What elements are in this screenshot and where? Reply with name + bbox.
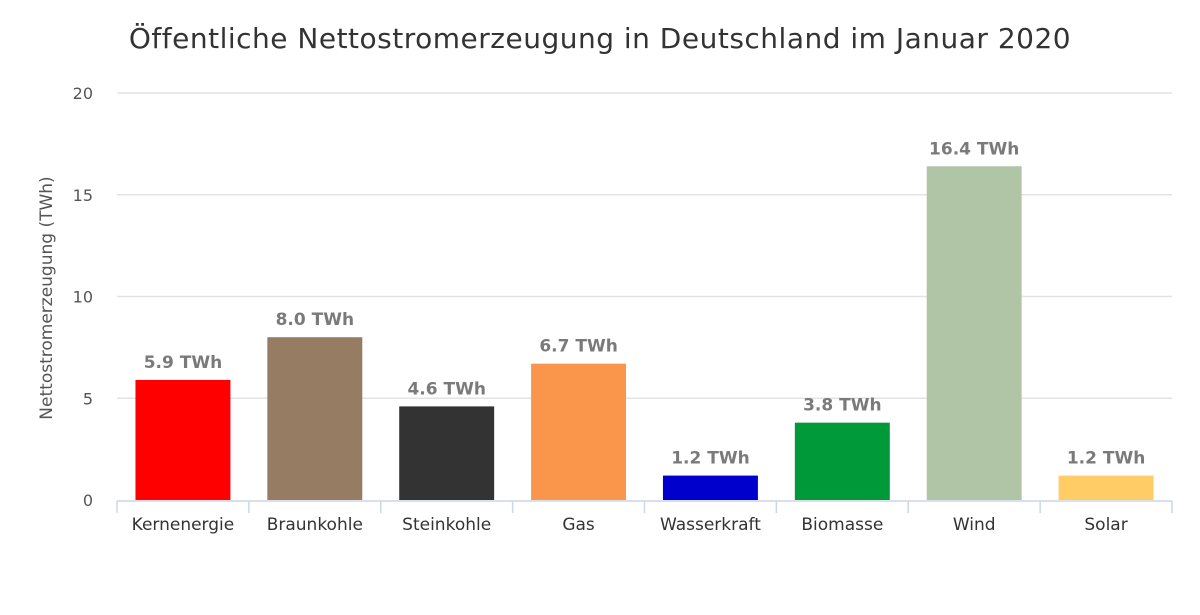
x-tick-label: Steinkohle <box>402 515 491 535</box>
bar-braunkohle <box>267 337 363 500</box>
data-label: 16.4 TWh <box>929 139 1019 159</box>
x-tick-label: Wind <box>953 515 996 535</box>
data-label: 5.9 TWh <box>144 353 222 373</box>
x-tick-label: Biomasse <box>801 515 883 535</box>
data-label: 8.0 TWh <box>276 310 354 330</box>
bar-wasserkraft <box>662 475 758 500</box>
x-tick-label: Wasserkraft <box>660 515 761 535</box>
bar-biomasse <box>794 422 890 500</box>
x-tick-label: Gas <box>562 515 595 535</box>
chart-title: Öffentliche Nettostromerzeugung in Deuts… <box>129 21 1071 55</box>
bar-solar <box>1058 475 1154 500</box>
y-tick-label: 0 <box>83 491 93 510</box>
data-label: 6.7 TWh <box>539 337 617 357</box>
x-tick-label: Solar <box>1084 515 1127 535</box>
bar-gas <box>531 363 627 500</box>
data-label: 1.2 TWh <box>1067 449 1145 469</box>
bars <box>135 166 1154 500</box>
data-label: 3.8 TWh <box>803 396 881 416</box>
x-tick-label: Kernenergie <box>132 515 235 535</box>
y-axis-label: Nettostromerzeugung (TWh) <box>37 176 57 419</box>
data-label: 1.2 TWh <box>671 449 749 469</box>
x-tick-label: Braunkohle <box>267 515 363 535</box>
y-tick-label: 15 <box>73 186 93 205</box>
data-label: 4.6 TWh <box>407 379 485 399</box>
y-tick-label: 10 <box>73 288 93 307</box>
bar-steinkohle <box>399 406 495 500</box>
bar-wind <box>926 166 1022 500</box>
y-tick-label: 20 <box>73 84 93 103</box>
x-axis: Kernenergie Braunkohle Steinkohle Gas Wasser… <box>116 500 1173 535</box>
bar-kernenergie <box>135 379 231 500</box>
y-tick-label: 5 <box>83 389 93 408</box>
data-labels: 5.9 TWh 8.0 TWh 4.6 TWh 6.7 TWh 1.2 TWh 3.8 T… <box>144 139 1146 468</box>
